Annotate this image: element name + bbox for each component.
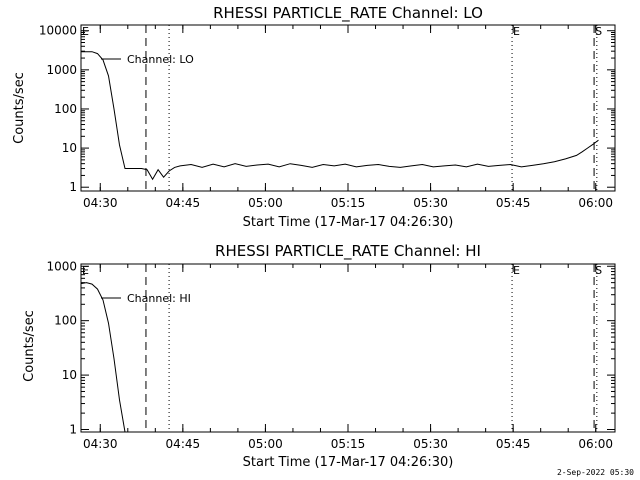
event-marker-label: E <box>82 25 89 38</box>
event-marker-label: E <box>513 264 520 277</box>
x-axis-label: Start Time (17-Mar-17 04:26:30) <box>243 215 454 230</box>
x-tick-label: 06:00 <box>578 437 613 451</box>
x-tick-label: 05:15 <box>331 196 366 210</box>
y-axis-label: Counts/sec <box>12 72 27 144</box>
x-tick-label: 04:30 <box>83 196 118 210</box>
x-tick-label: 05:30 <box>413 196 448 210</box>
x-tick-label: 05:00 <box>248 437 283 451</box>
series-line <box>80 282 126 433</box>
x-tick-label: 06:00 <box>578 196 613 210</box>
event-marker-label: S <box>595 264 602 277</box>
x-axis-label: Start Time (17-Mar-17 04:26:30) <box>243 455 454 470</box>
y-tick-label: 10 <box>62 368 77 382</box>
y-tick-label: 1 <box>69 180 77 194</box>
y-tick-label: 1000 <box>46 63 77 77</box>
panel-lo: RHESSI PARTICLE_RATE Channel: LO Counts/… <box>12 4 616 230</box>
y-tick-label: 10 <box>62 141 77 155</box>
x-tick-label: 05:15 <box>331 437 366 451</box>
x-tick-label: 05:45 <box>496 437 531 451</box>
series-line <box>81 51 599 181</box>
event-marker-label: E <box>513 25 520 38</box>
y-tick-label: 100 <box>54 314 77 328</box>
y-tick-label: 1000 <box>46 259 77 273</box>
x-tick-label: 05:30 <box>413 437 448 451</box>
x-tick-label: 05:00 <box>248 196 283 210</box>
legend-label: Channel: LO <box>127 53 194 66</box>
chart-title: RHESSI PARTICLE_RATE Channel: HI <box>215 242 481 261</box>
x-tick-label: 05:45 <box>496 196 531 210</box>
y-tick-label: 10000 <box>39 24 77 38</box>
y-axis-label: Counts/sec <box>22 310 37 382</box>
event-marker-label: S <box>595 25 602 38</box>
timestamp: 2-Sep-2022 05:30 <box>556 468 634 477</box>
x-tick-label: 04:45 <box>166 437 201 451</box>
plot-frame <box>80 24 616 192</box>
x-tick-label: 04:45 <box>166 196 201 210</box>
x-tick-label: 04:30 <box>83 437 118 451</box>
y-tick-label: 1 <box>69 423 77 437</box>
plot-frame <box>80 263 616 433</box>
y-tick-label: 100 <box>54 102 77 116</box>
legend-label: Channel: HI <box>127 292 191 305</box>
event-marker-label: E <box>82 264 89 277</box>
chart-title: RHESSI PARTICLE_RATE Channel: LO <box>213 4 483 23</box>
panel-hi: RHESSI PARTICLE_RATE Channel: HI Counts/… <box>22 242 616 470</box>
